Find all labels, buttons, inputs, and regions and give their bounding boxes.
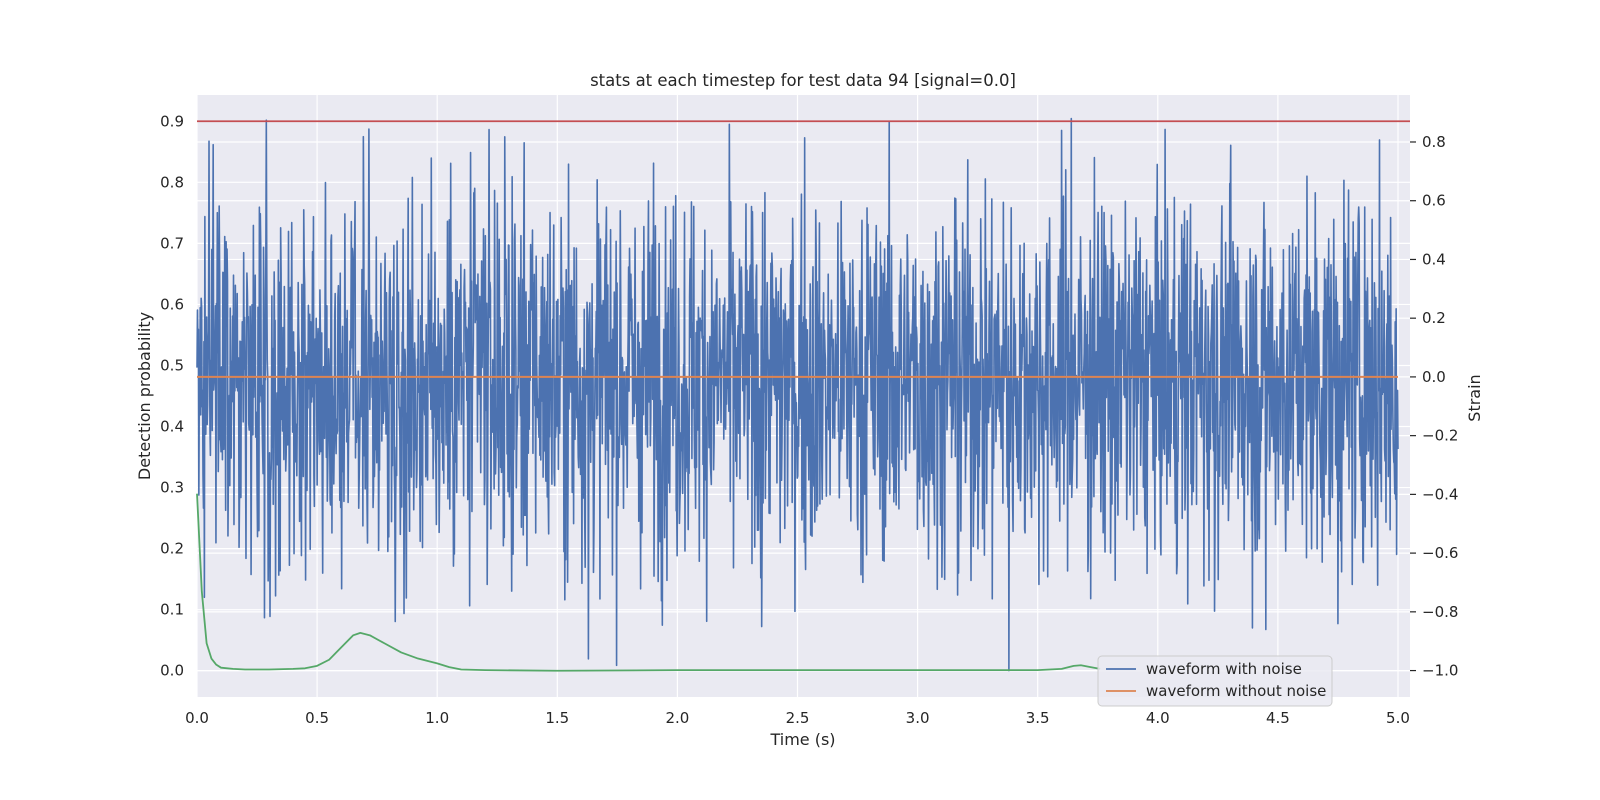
x-tick-label: 0.0 [185, 709, 209, 727]
x-tick-label: 1.0 [425, 709, 449, 727]
x-tick-label: 2.5 [786, 709, 810, 727]
y-tick-label-right: 0.8 [1422, 133, 1446, 151]
x-tick-label: 3.5 [1026, 709, 1050, 727]
y-tick-label-left: 0.7 [160, 234, 184, 252]
y-axis-label-right: Strain [1465, 374, 1484, 421]
x-tick-label: 5.0 [1386, 709, 1410, 727]
y-tick-label-right: −0.6 [1422, 544, 1458, 562]
y-tick-label-left: 0.5 [160, 356, 184, 374]
legend: waveform with noise waveform without noi… [1097, 655, 1333, 707]
y-tick-label-left: 0.6 [160, 295, 184, 313]
x-tick-label: 0.5 [305, 709, 329, 727]
y-tick-label-right: −0.8 [1422, 603, 1458, 621]
series-detection-probability [196, 493, 1101, 672]
x-tick-label: 4.0 [1146, 709, 1170, 727]
y-tick-label-left: 0.8 [160, 173, 184, 191]
x-tick-label: 1.5 [545, 709, 569, 727]
series-layer [196, 117, 1410, 672]
x-tick-label: 2.0 [665, 709, 689, 727]
y-tick-label-right: 0.6 [1422, 192, 1446, 210]
y-axis-label-left: Detection probability [135, 312, 154, 480]
y-tick-label-right: 0.2 [1422, 309, 1446, 327]
axes: 0.0 0.5 1.0 1.5 2.0 2.5 3.0 3.5 4.0 4.5 5.0 0.0 0.1 0… [160, 112, 1458, 727]
y-tick-label-right: 0.4 [1422, 250, 1446, 268]
y-tick-label-left: 0.1 [160, 601, 184, 619]
y-tick-label-right: −0.4 [1422, 485, 1458, 503]
chart-title: stats at each timestep for test data 94 … [590, 71, 1016, 90]
y-tick-label-left: 0.9 [160, 112, 184, 130]
y-tick-label-left: 0.3 [160, 479, 184, 497]
y-tick-label-left: 0.0 [160, 662, 184, 680]
y-tick-label-right: −0.2 [1422, 427, 1458, 445]
y-tick-label-right: 0.0 [1422, 368, 1446, 386]
legend-box [1097, 655, 1333, 707]
series-waveform-with-noise [196, 117, 1399, 672]
x-tick-label: 4.5 [1266, 709, 1290, 727]
x-tick-label: 3.0 [906, 709, 930, 727]
y-tick-label-right: −1.0 [1422, 662, 1458, 680]
y-tick-label-left: 0.2 [160, 540, 184, 558]
x-axis-label: Time (s) [769, 730, 835, 749]
legend-entry-waveform-with-noise: waveform with noise [1146, 660, 1302, 678]
legend-entry-waveform-without-noise: waveform without noise [1146, 682, 1326, 700]
y-tick-label-left: 0.4 [160, 418, 184, 436]
